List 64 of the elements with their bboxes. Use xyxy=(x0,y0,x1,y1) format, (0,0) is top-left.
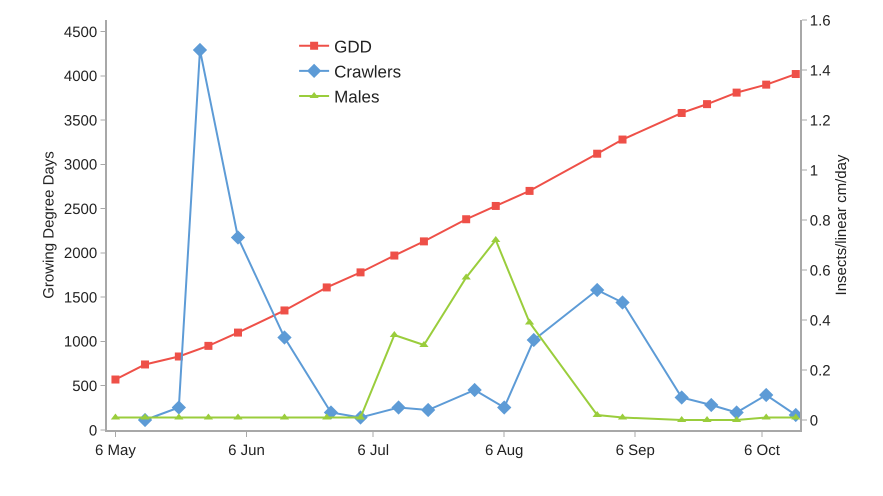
y-tick-label: 4500 xyxy=(64,24,98,41)
y-axis-title: Growing Degree Days xyxy=(40,151,58,299)
point xyxy=(492,202,500,210)
point xyxy=(703,100,712,108)
y-tick-label: 1500 xyxy=(64,289,98,306)
point xyxy=(204,342,212,350)
legend-label: Males xyxy=(334,88,380,107)
legend-label: Crawlers xyxy=(334,62,402,82)
y2-axis-title: Insects/linear cm/day xyxy=(833,154,850,296)
y-tick-label: 4000 xyxy=(64,68,98,86)
x-tick-label: 6 Jun xyxy=(228,442,265,459)
point xyxy=(421,402,436,418)
x-tick-label: 6 Aug xyxy=(485,442,524,459)
point xyxy=(277,330,292,345)
point xyxy=(762,80,770,89)
point xyxy=(678,108,686,117)
y2-tick-label: 0 xyxy=(810,412,818,430)
legend-label: GDD xyxy=(334,37,372,56)
y2-tick-label: 0.4 xyxy=(810,312,831,330)
point xyxy=(615,295,630,310)
y2-tick-label: 0.8 xyxy=(810,212,831,230)
point xyxy=(111,376,120,384)
point xyxy=(759,388,774,402)
point xyxy=(234,328,242,337)
point xyxy=(467,382,482,398)
point xyxy=(462,215,470,224)
point xyxy=(230,230,246,245)
y-tick-label: 2000 xyxy=(64,245,98,262)
point xyxy=(141,360,150,368)
y-tick-label: 1000 xyxy=(64,334,98,351)
point xyxy=(526,332,541,348)
point xyxy=(792,70,800,78)
point xyxy=(729,405,744,420)
y2-tick-label: 1.2 xyxy=(810,112,831,130)
point xyxy=(356,268,365,276)
x-tick-label: 6 Sep xyxy=(616,442,655,459)
y2-tick-label: 0.6 xyxy=(810,262,831,280)
point xyxy=(526,186,534,195)
y-tick-label: 0 xyxy=(88,422,98,440)
point xyxy=(704,398,718,412)
y-tick-label: 3500 xyxy=(64,112,98,130)
point xyxy=(172,400,186,415)
x-tick-label: 6 Oct xyxy=(744,442,781,459)
point xyxy=(618,136,627,144)
point xyxy=(732,88,741,97)
y2-tick-label: 0.2 xyxy=(810,362,831,380)
point xyxy=(391,400,406,415)
y-tick-label: 3000 xyxy=(64,156,98,174)
point xyxy=(590,282,604,298)
point xyxy=(674,390,689,405)
y-tick-label: 500 xyxy=(72,378,98,395)
point xyxy=(593,150,602,158)
point xyxy=(322,283,331,292)
y2-tick-label: 1.4 xyxy=(810,62,831,80)
y2-tick-label: 1 xyxy=(810,162,818,180)
point xyxy=(390,252,398,260)
point xyxy=(497,400,512,415)
x-tick-label: 6 May xyxy=(95,442,136,459)
y-tick-label: 2500 xyxy=(64,200,98,218)
point xyxy=(280,306,288,314)
x-tick-label: 6 Jul xyxy=(357,442,390,459)
point xyxy=(192,42,208,58)
point xyxy=(420,237,428,246)
y2-tick-label: 1.6 xyxy=(810,12,831,30)
